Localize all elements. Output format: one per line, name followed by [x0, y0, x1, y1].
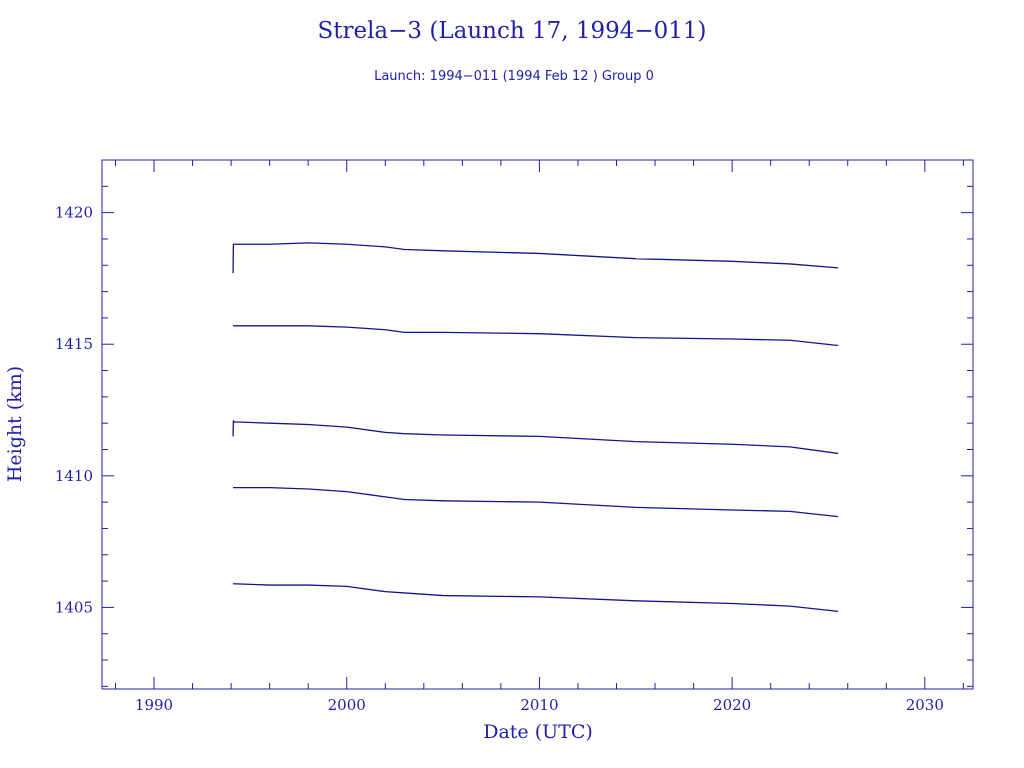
- y-axis-label: Height (km): [4, 366, 26, 482]
- series-lines: [232, 242, 839, 613]
- y-tick-label: 1415: [55, 335, 93, 353]
- x-tick-label: 1990: [135, 696, 173, 714]
- x-tick-label: 2030: [906, 696, 944, 714]
- x-axis-label: Date (UTC): [483, 721, 593, 743]
- series-line-5: [233, 583, 839, 613]
- x-tick-label: 2000: [328, 696, 366, 714]
- series-line-3: [232, 420, 839, 455]
- series-line-4: [233, 487, 839, 518]
- series-line-1: [232, 242, 839, 274]
- chart-title: Strela−3 (Launch 17, 1994−011): [317, 18, 706, 44]
- tick-labels: 1990 2000 2010 2020 2030 1405 1410 1415 1420: [55, 204, 944, 714]
- y-tick-label: 1405: [55, 598, 93, 616]
- y-tick-label: 1420: [55, 204, 93, 222]
- y-tick-label: 1410: [55, 467, 93, 485]
- plot-frame: [101, 159, 974, 690]
- chart-subtitle: Launch: 1994−011 (1994 Feb 12 ) Group 0: [374, 69, 654, 84]
- axis-ticks: [102, 159, 973, 689]
- series-line-2: [233, 325, 839, 347]
- x-tick-label: 2010: [520, 696, 558, 714]
- x-tick-label: 2020: [713, 696, 751, 714]
